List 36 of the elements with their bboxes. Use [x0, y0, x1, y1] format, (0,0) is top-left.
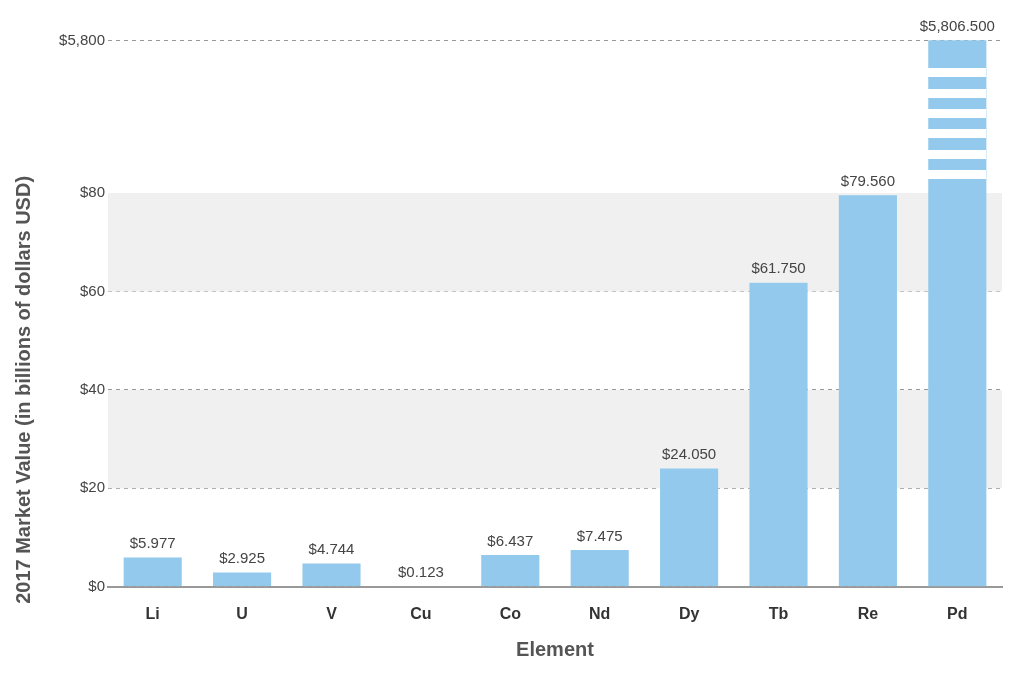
y-tick-label: $80 — [79, 183, 105, 201]
bar — [123, 557, 182, 587]
data-label: $4.744 — [308, 540, 355, 558]
data-label: $61.750 — [751, 259, 806, 277]
y-tick-label: $0 — [88, 576, 105, 594]
bar — [570, 550, 629, 587]
data-label: $0.123 — [397, 562, 444, 580]
x-tick-label: Co — [499, 604, 522, 622]
bar — [302, 563, 361, 587]
x-tick-label: Dy — [678, 604, 700, 622]
x-tick-label: V — [326, 604, 338, 622]
y-tick-label: $5,800 — [59, 30, 105, 48]
bar — [660, 468, 719, 587]
x-tick-label: Cu — [410, 604, 432, 622]
x-tick-label: U — [236, 604, 248, 622]
x-tick-label: Nd — [589, 604, 611, 622]
data-label: $5.977 — [129, 534, 176, 552]
data-label: $6.437 — [487, 531, 534, 549]
data-label: $5,806.500 — [919, 16, 995, 34]
x-axis-title: Element — [516, 637, 595, 660]
x-tick-label: Li — [145, 604, 160, 622]
bar — [481, 555, 540, 587]
y-tick-label: $60 — [79, 281, 105, 299]
x-tick-label: Tb — [768, 604, 789, 622]
y-axis-title: 2017 Market Value (in billions of dollars USD) — [11, 175, 34, 604]
y-tick-label: $40 — [79, 380, 105, 398]
bar — [213, 572, 272, 587]
x-tick-label: Pd — [947, 604, 968, 622]
y-tick-label: $20 — [79, 478, 105, 496]
data-label: $7.475 — [576, 526, 623, 544]
data-label: $2.925 — [219, 549, 266, 567]
data-label: $79.560 — [840, 171, 896, 189]
bar — [749, 282, 808, 587]
data-label: $24.050 — [661, 445, 717, 463]
x-tick-label: Re — [857, 604, 879, 622]
bar — [838, 195, 897, 587]
